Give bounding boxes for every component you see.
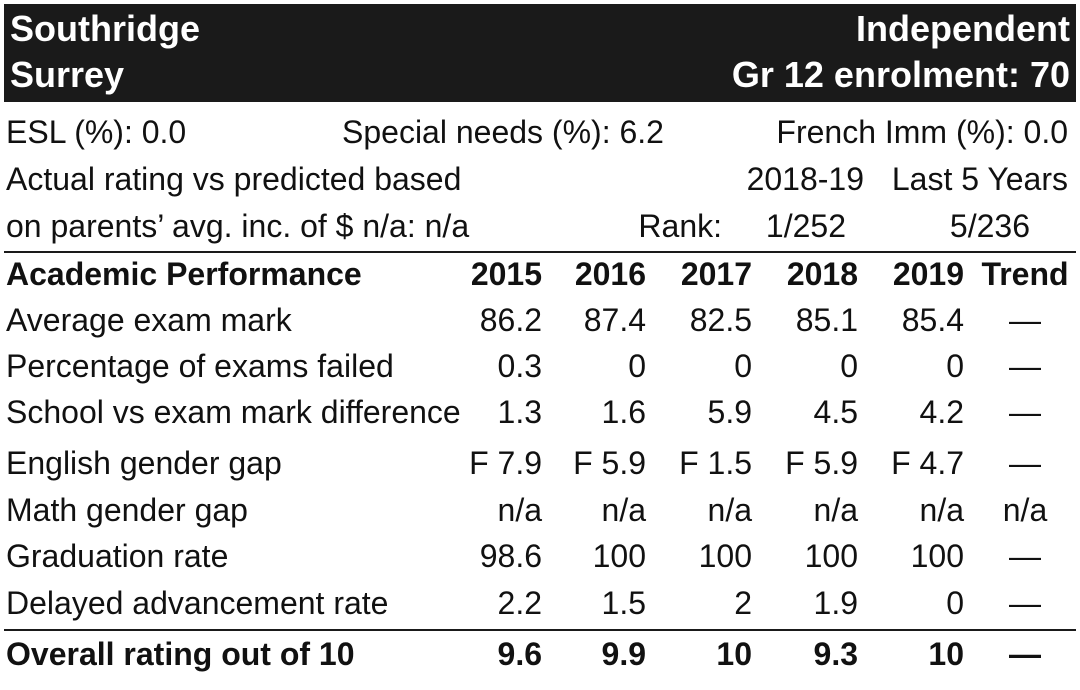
trend-header: Trend <box>981 256 1069 292</box>
table-row: Delayed advancement rate 2.2 1.5 2 1.9 0… <box>6 580 1074 626</box>
row-value: 86.2 <box>479 302 542 338</box>
row-value: 1.3 <box>497 394 542 430</box>
row-value: 100 <box>910 538 964 574</box>
row-value: 85.4 <box>901 302 964 338</box>
row-value: 1.6 <box>601 394 646 430</box>
row-trend: — <box>1009 394 1041 430</box>
school-header: Southridge Surrey Independent Gr 12 enro… <box>4 4 1076 102</box>
school-name: Southridge <box>10 8 200 49</box>
row-value: 0 <box>628 348 646 384</box>
row-trend: n/a <box>1002 492 1048 528</box>
rating-info-line-1: Actual rating vs predicted based 2018-19… <box>6 159 1072 199</box>
rating-description-1: Actual rating vs predicted based <box>6 161 462 197</box>
grade12-enrolment: Gr 12 enrolment: 70 <box>731 54 1070 95</box>
row-value: F 4.7 <box>891 445 964 481</box>
row-value: F 7.9 <box>469 445 542 481</box>
row-value: 98.6 <box>479 538 542 574</box>
table-row: Math gender gap n/a n/a n/a n/a n/a n/a <box>6 487 1074 533</box>
year-header: 2015 <box>470 256 542 292</box>
french-immersion-stat: French Imm (%): 0.0 <box>776 114 1068 150</box>
overall-rating-value: 10 <box>928 636 964 672</box>
row-value: 0 <box>946 348 964 384</box>
rating-description-2: on parents’ avg. inc. of $ n/a: n/a <box>6 208 470 244</box>
school-city: Surrey <box>10 54 125 95</box>
row-value: 1.5 <box>601 585 646 621</box>
row-label: Delayed advancement rate <box>6 585 389 621</box>
row-label: Percentage of exams failed <box>6 348 394 384</box>
row-value: 2 <box>734 585 752 621</box>
row-label: Math gender gap <box>6 492 248 528</box>
rank-label: Rank: <box>638 208 722 244</box>
row-value: 0.3 <box>497 348 542 384</box>
row-trend: — <box>1009 302 1041 338</box>
row-value: F 5.9 <box>573 445 646 481</box>
row-label: School vs exam mark difference <box>6 394 461 430</box>
row-value: 4.2 <box>919 394 964 430</box>
demographics-line: ESL (%): 0.0 Special needs (%): 6.2 Fren… <box>6 112 1072 152</box>
overall-rating-row: Overall rating out of 10 9.6 9.9 10 9.3 … <box>6 631 1074 677</box>
row-value: 82.5 <box>689 302 752 338</box>
year-header: 2018 <box>786 256 858 292</box>
row-value: n/a <box>601 492 646 528</box>
table-header-label: Academic Performance <box>6 256 362 292</box>
school-type: Independent <box>856 8 1070 49</box>
row-trend: — <box>1009 348 1041 384</box>
period-last-5-years: Last 5 Years <box>891 161 1068 197</box>
row-label: English gender gap <box>6 445 282 481</box>
row-value: 5.9 <box>707 394 752 430</box>
esl-stat: ESL (%): 0.0 <box>6 114 187 150</box>
row-value: 2.2 <box>497 585 542 621</box>
row-value: n/a <box>707 492 752 528</box>
row-value: 85.1 <box>795 302 858 338</box>
rank-last-5-years: 5/236 <box>949 208 1030 244</box>
overall-rating-value: 10 <box>716 636 752 672</box>
row-value: 100 <box>698 538 752 574</box>
overall-rating-value: 9.6 <box>497 636 542 672</box>
overall-rating-label: Overall rating out of 10 <box>6 636 355 672</box>
row-value: n/a <box>813 492 858 528</box>
row-trend: — <box>1009 445 1041 481</box>
table-top-divider <box>4 251 1076 253</box>
year-header: 2019 <box>892 256 964 292</box>
table-row: English gender gap F 7.9 F 5.9 F 1.5 F 5… <box>6 440 1074 486</box>
overall-rating-value: 9.3 <box>813 636 858 672</box>
row-trend: — <box>1009 538 1041 574</box>
row-value: 4.5 <box>813 394 858 430</box>
year-header: 2017 <box>680 256 752 292</box>
row-value: 0 <box>946 585 964 621</box>
row-trend: — <box>1009 585 1041 621</box>
overall-rating-value: 9.9 <box>601 636 646 672</box>
header-left: Southridge Surrey <box>10 6 200 98</box>
row-label: Average exam mark <box>6 302 292 338</box>
table-bottom-divider <box>4 629 1076 631</box>
header-right: Independent Gr 12 enrolment: 70 <box>732 6 1070 98</box>
row-label: Graduation rate <box>6 538 229 574</box>
special-needs-stat: Special needs (%): 6.2 <box>342 114 664 150</box>
row-value: 100 <box>592 538 646 574</box>
row-value: 0 <box>734 348 752 384</box>
table-row: School vs exam mark difference 1.3 1.6 5… <box>6 389 1074 435</box>
row-value: n/a <box>497 492 542 528</box>
period-current: 2018-19 <box>746 161 864 197</box>
row-value: n/a <box>919 492 964 528</box>
table-row: Graduation rate 98.6 100 100 100 100 — <box>6 533 1074 579</box>
row-value: 87.4 <box>583 302 646 338</box>
rank-current: 1/252 <box>765 208 846 244</box>
table-row: Average exam mark 86.2 87.4 82.5 85.1 85… <box>6 297 1074 343</box>
table-row: Percentage of exams failed 0.3 0 0 0 0 — <box>6 343 1074 389</box>
row-value: 0 <box>840 348 858 384</box>
table-header-row: Academic Performance 2015 2016 2017 2018… <box>6 251 1074 297</box>
year-header: 2016 <box>574 256 646 292</box>
row-value: 100 <box>804 538 858 574</box>
overall-rating-trend: — <box>1009 636 1041 672</box>
rating-info-line-2: on parents’ avg. inc. of $ n/a: n/a Rank… <box>6 206 1072 246</box>
row-value: F 1.5 <box>679 445 752 481</box>
row-value: 1.9 <box>813 585 858 621</box>
row-value: F 5.9 <box>785 445 858 481</box>
